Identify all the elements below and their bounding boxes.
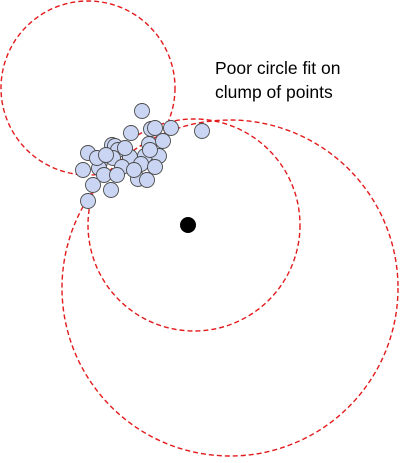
data-point (85, 177, 101, 193)
data-point (139, 172, 155, 188)
data-point (155, 133, 171, 149)
data-point (194, 123, 210, 139)
data-point (80, 193, 96, 209)
circle-center-dot (180, 217, 196, 233)
data-point (103, 182, 119, 198)
data-point (163, 120, 179, 136)
data-point (142, 142, 158, 158)
caption-line-2: clump of points (215, 82, 333, 102)
data-point (147, 159, 163, 175)
data-point (109, 167, 125, 183)
data-point (147, 120, 163, 136)
data-point (134, 103, 150, 119)
data-points (75, 103, 210, 209)
data-point (117, 140, 133, 156)
fit-circle-inner (87, 118, 301, 332)
caption-line-1: Poor circle fit on (215, 58, 341, 78)
data-point (98, 147, 114, 163)
data-point (126, 162, 142, 178)
data-point (123, 125, 139, 141)
diagram-caption: Poor circle fit on clump of points (215, 56, 395, 104)
data-point (75, 162, 91, 178)
fit-circle-outer (61, 119, 399, 457)
